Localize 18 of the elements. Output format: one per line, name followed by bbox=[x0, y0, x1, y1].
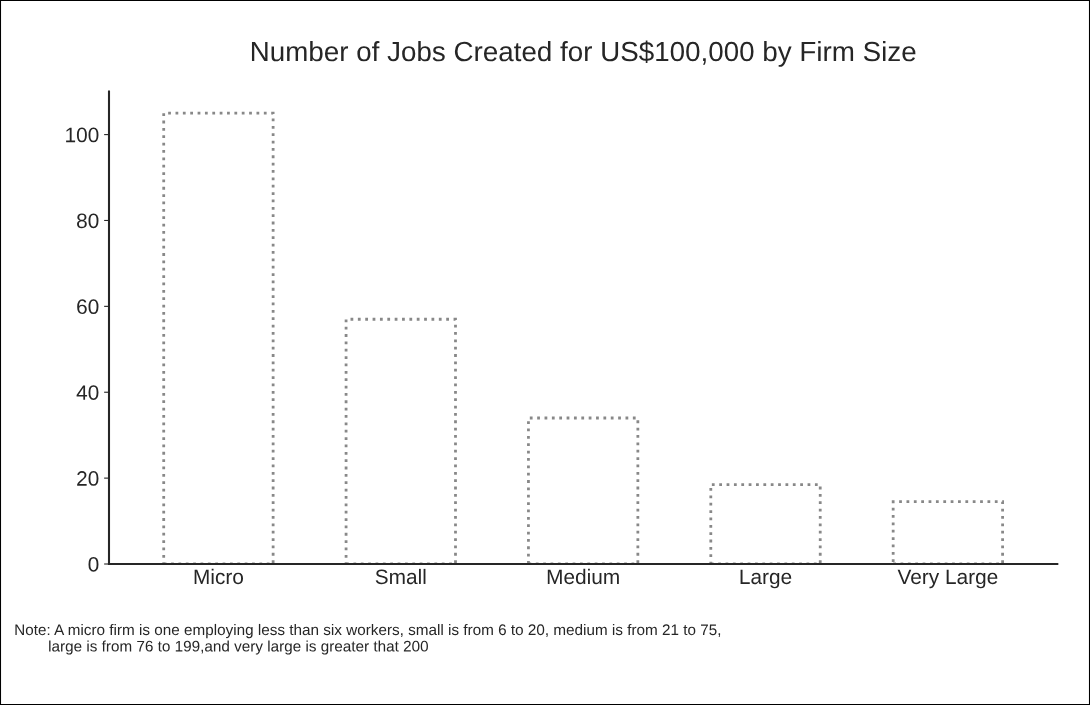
y-tick-label: 20 bbox=[77, 471, 99, 486]
x-tick-label: Large bbox=[740, 569, 792, 589]
text: Note: A micro firm is one employing less than six workers, small is from 6 to 20, medium is from 21 to 75, large is from 76 to 199,and very large is greater that 200 bbox=[15, 623, 721, 655]
bar bbox=[162, 111, 275, 564]
x-tick-label: Small bbox=[375, 568, 426, 585]
bar bbox=[891, 500, 1004, 564]
bar bbox=[344, 317, 457, 564]
x-tick-label: Medium bbox=[547, 568, 619, 585]
y-tick-label: 100 bbox=[66, 127, 99, 143]
x-tick-label: Very Large bbox=[897, 569, 998, 589]
x-tick-label: Micro bbox=[194, 568, 244, 585]
y-tick-label: 80 bbox=[77, 213, 99, 229]
chart-title: Number of Jobs Created for US$100,000 by Firm Size bbox=[251, 40, 916, 67]
y-tick-label: 60 bbox=[77, 299, 99, 315]
bar bbox=[709, 483, 822, 564]
bar bbox=[527, 416, 640, 564]
y-tick-label: 40 bbox=[76, 385, 99, 400]
y-tick-label: 0 bbox=[88, 557, 99, 572]
